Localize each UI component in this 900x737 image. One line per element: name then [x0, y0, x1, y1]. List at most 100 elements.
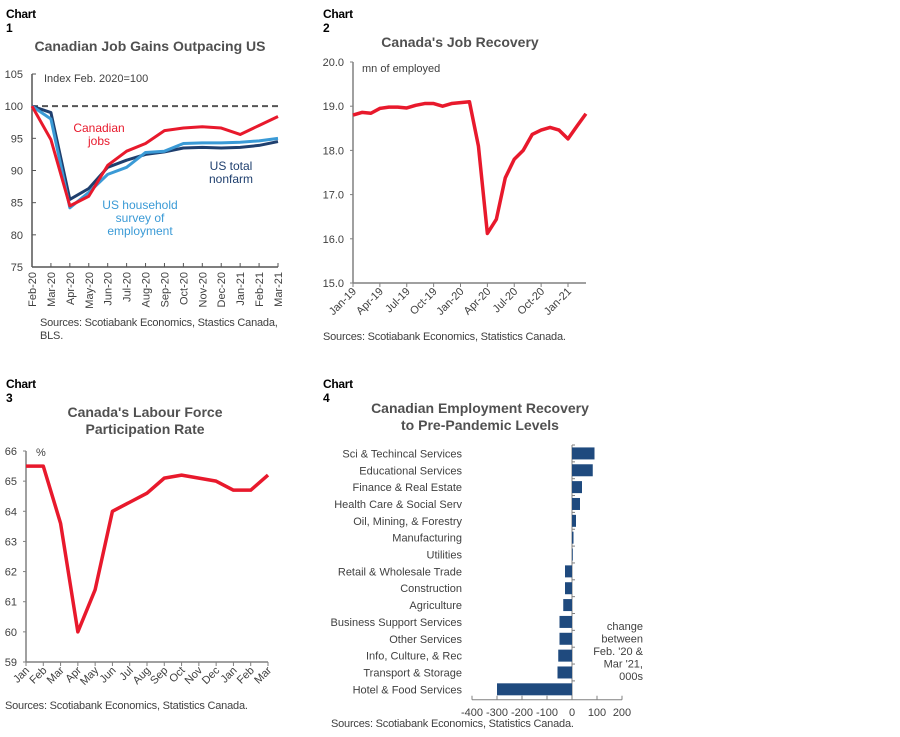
chart-4-x-tick-label: -400: [461, 707, 483, 719]
chart-4-annotation: change: [607, 621, 643, 633]
chart-2-y-tick-label: 19.0: [323, 101, 344, 113]
chart-1-x-tick-label: Jun-20: [103, 272, 115, 306]
chart-4-bar: [572, 464, 593, 477]
chart-4-bar: [572, 514, 576, 527]
chart-1-x-tick-label: Jul-20: [122, 272, 134, 302]
chart-4-title-line-2: to Pre-Pandemic Levels: [401, 417, 559, 433]
chart-1-series-label: US household: [102, 198, 177, 212]
chart-3-y-tick-label: 62: [5, 567, 17, 579]
chart-3-y-tick-label: 60: [5, 627, 17, 639]
chart-2-y-tick-label: 18.0: [323, 145, 344, 157]
chart-4-category-label: Info, Culture, & Rec: [366, 651, 462, 663]
chart-4-x-tick-label: -100: [536, 707, 558, 719]
chart-3-y-tick-label: 63: [5, 536, 17, 548]
chart-4-category-label: Manufacturing: [392, 533, 462, 545]
chart-1-series-label: nonfarm: [209, 172, 253, 186]
chart-2-plot: 15.016.017.018.019.020.0Jan-19Apr-19Jul-…: [323, 57, 588, 318]
chart-4-bar: [572, 497, 580, 510]
chart-1-annotation: Index Feb. 2020=100: [44, 73, 148, 85]
chart-1-series-label: jobs: [87, 134, 110, 148]
chart-2-number: Chart 2: [323, 7, 353, 35]
chart-1-x-tick-label: Apr-20: [65, 272, 77, 305]
chart-1-y-tick-label: 75: [11, 262, 23, 274]
chart-4-category-label: Educational Services: [359, 465, 462, 477]
chart-4-category-label: Oil, Mining, & Forestry: [353, 516, 462, 528]
chart-4-bar: [559, 615, 572, 628]
chart-1-x-tick-label: Mar-20: [46, 272, 58, 307]
chart-3-annotation: %: [36, 447, 46, 459]
chart-4-category-label: Retail & Wholesale Trade: [338, 566, 462, 578]
chart-4-category-label: Finance & Real Estate: [353, 482, 462, 494]
chart-4-number: Chart 4: [323, 377, 353, 405]
chart-1-x-tick-label: Jan-21: [235, 272, 247, 306]
chart-1-plot: 75 80 85 90 95 100 105 Feb-20 Mar-20 Apr-20 May-20…: [5, 69, 285, 309]
chart-4-annotation: between: [601, 634, 643, 646]
chart-1-number: Chart 1: [6, 7, 36, 35]
chart-1-y-tick-label: 105: [5, 69, 23, 81]
chart-4-category-label: Agriculture: [409, 600, 462, 612]
chart-4-bar: [572, 531, 574, 544]
chart-4-bar: [565, 565, 572, 578]
chart-4-bar: [572, 447, 595, 460]
chart-1-x-tick-label: Sep-20: [159, 272, 171, 307]
chart-4-category-label: Sci & Techincal Services: [342, 448, 462, 460]
chart-4-bar: [565, 582, 572, 595]
chart-4-x-tick-label: -300: [486, 707, 508, 719]
chart-4-bar: [558, 649, 572, 662]
chart-3-number: Chart 3: [6, 377, 36, 405]
chart-3-title: Canada's Labour Force Participation Rate: [0, 404, 290, 438]
chart-4-category-label: Utilities: [427, 550, 463, 562]
chart-1-x-tick-label: May-20: [84, 272, 96, 309]
chart-1-x-tick-label: Dec-20: [216, 272, 228, 307]
chart-3-y-tick-label: 66: [5, 446, 17, 458]
chart-4-category-label: Other Services: [389, 634, 462, 646]
chart-1-series-label: survey of: [116, 211, 165, 225]
chart-1-source: Sources: Scotiabank Economics, Stastics …: [40, 317, 278, 342]
chart-1-x-tick-label: Oct-20: [178, 272, 190, 305]
chart-4-category-label: Health Care & Social Serv: [334, 499, 462, 511]
chart-4-category-label: Business Support Services: [331, 617, 463, 629]
chart-4-annotation: Mar '21,: [604, 659, 643, 671]
chart-2-source: Sources: Scotiabank Economics, Statistic…: [323, 331, 566, 343]
chart-1-x-tick-label: Nov-20: [197, 272, 209, 307]
chart-4-bar: [563, 599, 572, 612]
chart-2-y-tick-label: 16.0: [323, 234, 344, 246]
chart-2-title: Canada's Job Recovery: [381, 34, 539, 50]
chart-2-y-tick-label: 17.0: [323, 190, 344, 202]
chart-4-annotation: Feb. '20 &: [593, 646, 643, 658]
chart-4-x-tick-label: -200: [511, 707, 533, 719]
chart-1-series-label: Canadian: [73, 121, 124, 135]
chart-1-title: Canadian Job Gains Outpacing US: [34, 38, 266, 54]
chart-4-annotation: 000s: [619, 671, 643, 683]
chart-1-y-tick-label: 100: [5, 101, 23, 113]
chart-4-x-tick-label: 0: [569, 707, 575, 719]
chart-3-y-tick-label: 65: [5, 476, 17, 488]
chart-4-category-label: Hotel & Food Services: [353, 684, 463, 696]
chart-3-source: Sources: Scotiabank Economics, Statistic…: [5, 700, 248, 712]
chart-1-x-tick-label: Feb-21: [254, 272, 266, 307]
chart-2-annotation: mn of employed: [362, 63, 440, 75]
chart-1-y-tick-label: 80: [11, 230, 23, 242]
chart-4-source: Sources: Scotiabank Economics, Statistic…: [331, 718, 574, 730]
chart-4-x-tick-label: 200: [613, 707, 631, 719]
chart-2-y-tick-label: 15.0: [323, 278, 344, 290]
chart-3-series-line: [26, 464, 270, 634]
chart-4-category-label: Construction: [400, 583, 462, 595]
chart-1-x-tick-label: Aug-20: [141, 272, 153, 307]
chart-1-y-tick-label: 85: [11, 198, 23, 210]
chart-3-y-tick-label: 59: [5, 657, 17, 669]
chart-4-title-line-1: Canadian Employment Recovery: [371, 400, 589, 416]
chart-1-x-tick-label: Feb-20: [27, 272, 39, 307]
chart-4-bar: [559, 632, 572, 645]
chart-1-x-tick-label: Mar-21: [273, 272, 285, 307]
chart-4-bar: [572, 481, 582, 494]
chart-2-y-tick-label: 20.0: [323, 57, 344, 69]
chart-1-y-tick-label: 90: [11, 166, 23, 178]
chart-4-x-tick-label: 100: [588, 707, 606, 719]
chart-3-title-line-1: Canada's Labour Force: [67, 404, 223, 420]
chart-3-plot: 5960616263646566JanFebMarAprMayJunJulAug…: [5, 446, 275, 688]
chart-2-series-line: [352, 100, 588, 236]
chart-4-bar: [497, 683, 572, 696]
chart-4-bar: [572, 548, 573, 561]
chart-1-series-label: US total: [210, 159, 253, 173]
